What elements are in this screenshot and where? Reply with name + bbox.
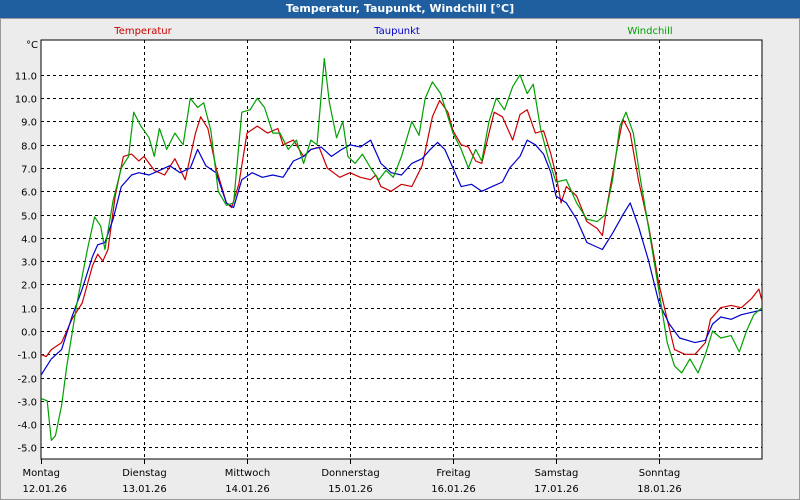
x-tick-day: Mittwoch bbox=[225, 468, 270, 479]
y-tick-label: 3.0 bbox=[21, 258, 37, 269]
x-tick-day: Freitag bbox=[436, 468, 470, 479]
y-tick-label: 11.0 bbox=[15, 72, 37, 83]
x-tick-date: 15.01.26 bbox=[328, 484, 373, 495]
window-title: Temperatur, Taupunkt, Windchill [°C] bbox=[285, 2, 515, 15]
y-tick-label: -3.0 bbox=[17, 398, 37, 409]
y-tick-label: -1.0 bbox=[17, 351, 37, 362]
x-tick-day: Sonntag bbox=[639, 468, 681, 479]
y-tick-label: -2.0 bbox=[17, 375, 37, 386]
y-axis-unit: °C bbox=[26, 40, 38, 51]
y-tick-label: 4.0 bbox=[21, 235, 37, 246]
y-tick-label: 8.0 bbox=[21, 142, 37, 153]
y-tick-label: 1.0 bbox=[21, 305, 37, 316]
window-title-bar: Temperatur, Taupunkt, Windchill [°C] bbox=[0, 0, 800, 18]
series-line-temperatur bbox=[40, 99, 763, 358]
series-line-windchill bbox=[40, 58, 763, 441]
series-line-taupunkt bbox=[40, 139, 763, 376]
x-tick-day: Samstag bbox=[535, 468, 579, 479]
x-tick-day: Dienstag bbox=[122, 468, 167, 479]
x-tick-date: 17.01.26 bbox=[534, 484, 579, 495]
y-tick-label: 7.0 bbox=[21, 165, 37, 176]
legend-temperatur: Temperatur bbox=[113, 26, 172, 37]
y-tick-label: 0.0 bbox=[21, 328, 37, 339]
plot-area bbox=[40, 39, 763, 460]
x-tick-day: Montag bbox=[23, 468, 60, 479]
y-tick-label: 5.0 bbox=[21, 212, 37, 223]
x-tick-date: 12.01.26 bbox=[23, 484, 68, 495]
y-tick-label: -4.0 bbox=[17, 421, 37, 432]
y-tick-label: 9.0 bbox=[21, 118, 37, 129]
x-tick-date: 14.01.26 bbox=[225, 484, 270, 495]
y-tick-label: 6.0 bbox=[21, 188, 37, 199]
y-tick-label: 10.0 bbox=[15, 95, 37, 106]
x-tick-day: Donnerstag bbox=[321, 468, 379, 479]
legend-taupunkt: Taupunkt bbox=[373, 26, 420, 37]
x-tick-date: 18.01.26 bbox=[637, 484, 682, 495]
x-tick-date: 16.01.26 bbox=[431, 484, 476, 495]
y-tick-label: -5.0 bbox=[17, 444, 37, 455]
x-tick-date: 13.01.26 bbox=[122, 484, 167, 495]
y-tick-label: 2.0 bbox=[21, 281, 37, 292]
legend-windchill: Windchill bbox=[627, 26, 672, 37]
